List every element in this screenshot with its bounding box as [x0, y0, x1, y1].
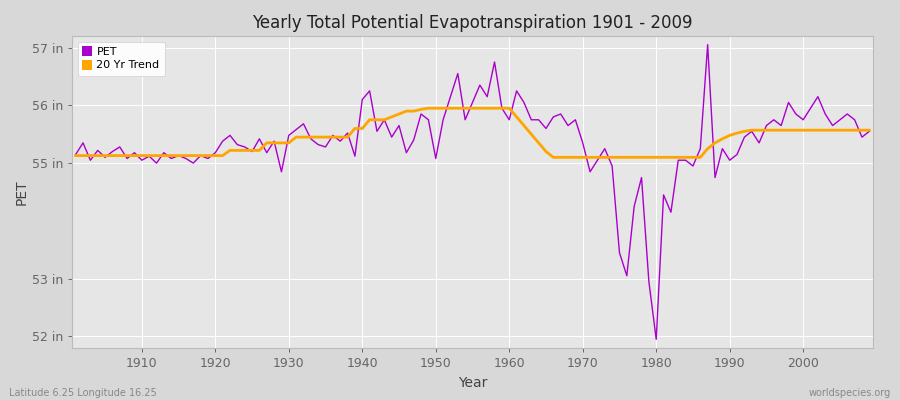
Y-axis label: PET: PET	[14, 179, 29, 205]
X-axis label: Year: Year	[458, 376, 487, 390]
Text: Latitude 6.25 Longitude 16.25: Latitude 6.25 Longitude 16.25	[9, 388, 157, 398]
Legend: PET, 20 Yr Trend: PET, 20 Yr Trend	[77, 42, 165, 76]
Text: worldspecies.org: worldspecies.org	[809, 388, 891, 398]
Title: Yearly Total Potential Evapotranspiration 1901 - 2009: Yearly Total Potential Evapotranspiratio…	[252, 14, 693, 32]
